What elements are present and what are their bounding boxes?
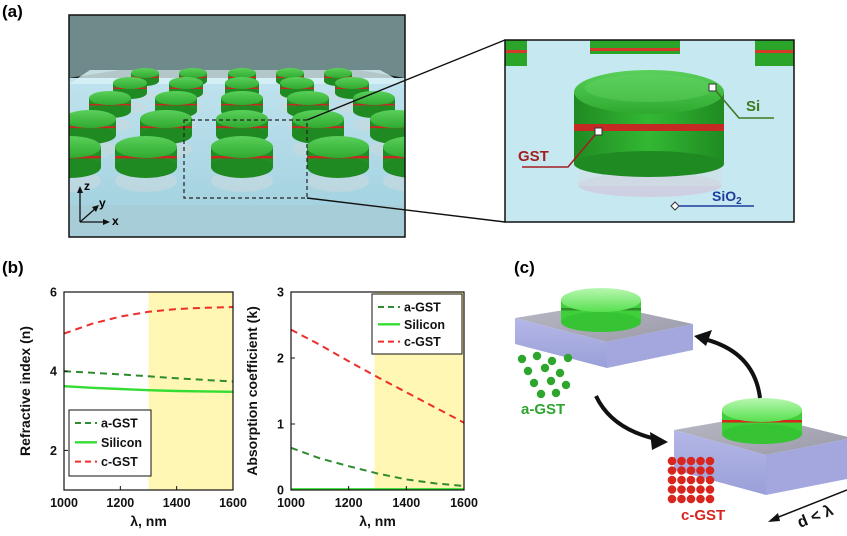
arrow-to-amorphous: [694, 330, 712, 346]
series-line-c-gst: [290, 328, 465, 424]
legend-entry: c-GST: [101, 455, 138, 469]
x-axis-label: λ, nm: [359, 513, 396, 529]
y-axis-label: Absorption coefficient (k): [244, 306, 260, 476]
label-c-gst: c-GST: [681, 507, 725, 524]
amorphous-block: [515, 288, 693, 368]
label-period: d < λ: [795, 502, 836, 532]
axis-z-label: z: [84, 179, 90, 193]
legend-entry: a-GST: [404, 301, 441, 315]
legend-entry: Silicon: [101, 436, 142, 450]
x-tick-label: 1200: [335, 496, 363, 510]
zoom-line-top: [306, 39, 506, 121]
legend-entry: c-GST: [404, 335, 441, 349]
axes-frame: [290, 291, 465, 491]
y-tick-label: 2: [50, 444, 57, 458]
panel-label-b: (b): [2, 258, 24, 277]
series-line-a-gst: [290, 446, 465, 487]
panel-label-a: (a): [2, 2, 23, 21]
x-tick-label: 1000: [50, 496, 78, 510]
label-sio2: SiO2: [712, 188, 742, 207]
panel-label-c: (c): [514, 258, 535, 277]
amorphous-atoms: [517, 351, 573, 399]
x-tick-label: 1600: [450, 496, 478, 510]
y-axis-label: Refractive index (n): [17, 326, 33, 456]
x-tick-label: 1400: [392, 496, 420, 510]
axis-y-label: y: [99, 196, 106, 210]
legend-entry: Silicon: [404, 318, 445, 332]
label-a-gst: a-GST: [521, 401, 565, 418]
crystalline-block: [674, 398, 847, 495]
zoomed-unit-cell: [505, 40, 794, 222]
y-tick-label: 0: [277, 484, 284, 498]
x-tick-label: 1200: [106, 496, 134, 510]
y-tick-label: 1: [277, 418, 284, 432]
xyz-axes-indicator: [77, 186, 110, 225]
x-tick-label: 1000: [277, 496, 305, 510]
series-line-a-gst: [63, 370, 234, 383]
axis-x-label: x: [112, 214, 119, 228]
period-dimension: d < λ: [768, 489, 847, 532]
metasurface-scene: [69, 15, 405, 237]
label-gst: GST: [518, 148, 549, 165]
series-line-silicon: [63, 385, 234, 393]
y-tick-label: 3: [277, 286, 284, 300]
axes-frame: [63, 291, 234, 491]
label-si: Si: [746, 98, 760, 115]
y-tick-label: 4: [50, 365, 57, 379]
zoom-region-box: [183, 119, 308, 199]
series-line-c-gst: [63, 306, 234, 335]
x-tick-label: 1600: [219, 496, 247, 510]
y-tick-label: 6: [50, 286, 57, 300]
arrow-to-crystalline: [650, 432, 668, 450]
x-axis-label: λ, nm: [130, 513, 167, 529]
zoom-line-bottom: [306, 197, 506, 223]
legend-entry: a-GST: [101, 417, 138, 431]
x-tick-label: 1400: [163, 496, 191, 510]
crystalline-atoms: [667, 456, 715, 504]
legend-box: [371, 293, 463, 355]
y-tick-label: 2: [277, 352, 284, 366]
